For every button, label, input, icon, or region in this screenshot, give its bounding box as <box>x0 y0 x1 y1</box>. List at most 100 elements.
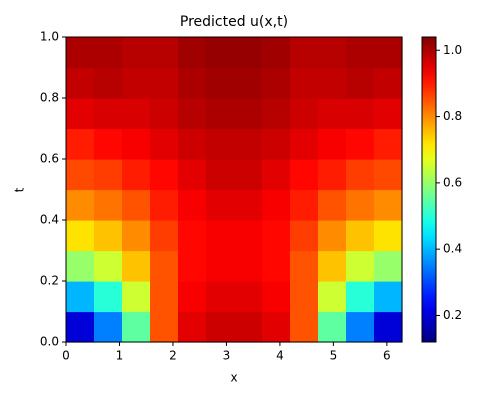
heatmap-cell <box>150 98 179 130</box>
heatmap-cell <box>206 159 235 191</box>
heatmap-cell <box>374 159 403 191</box>
heatmap-cell <box>150 311 179 343</box>
heatmap-cell <box>178 98 207 130</box>
heatmap-cell <box>206 98 235 130</box>
heatmap-cell <box>122 159 151 191</box>
heatmap-cell <box>318 189 347 221</box>
heatmap-cell <box>262 37 291 69</box>
heatmap-cell <box>234 220 263 252</box>
heatmap-cell <box>66 159 95 191</box>
heatmap-cell <box>178 37 207 69</box>
y-tick-label: 0.6 <box>40 152 59 166</box>
heatmap-cell <box>94 311 123 343</box>
x-tick-label: 5 <box>330 349 338 363</box>
heatmap-cell <box>290 98 319 130</box>
heatmap-cell <box>318 250 347 282</box>
y-tick-label: 1.0 <box>40 30 59 44</box>
heatmap-cell <box>178 281 207 313</box>
heatmap-cell <box>346 220 375 252</box>
heatmap-cell <box>318 159 347 191</box>
heatmap-cell <box>66 67 95 99</box>
heatmap-cell <box>94 189 123 221</box>
heatmap-cell <box>178 189 207 221</box>
heatmap-cell <box>374 128 403 160</box>
heatmap-cell <box>94 250 123 282</box>
heatmap-cell <box>150 189 179 221</box>
heatmap-cell <box>290 128 319 160</box>
heatmap-cell <box>150 250 179 282</box>
heatmap-cell <box>66 281 95 313</box>
heatmap-cell <box>346 128 375 160</box>
heatmap-cell <box>234 250 263 282</box>
heatmap-cell <box>206 128 235 160</box>
heatmap-cell <box>122 189 151 221</box>
y-tick-label: 0.8 <box>40 91 59 105</box>
heatmap-cell <box>262 128 291 160</box>
heatmap-cell <box>122 250 151 282</box>
heatmap-cell <box>94 281 123 313</box>
heatmap-cell <box>150 67 179 99</box>
heatmap-cell <box>66 311 95 343</box>
heatmap-cell <box>234 281 263 313</box>
heatmap-cell <box>290 311 319 343</box>
heatmap-cell <box>122 220 151 252</box>
heatmap-cell <box>374 281 403 313</box>
heatmap-cell <box>262 67 291 99</box>
colorbar-tick-label: 0.4 <box>443 242 462 256</box>
heatmap-cell <box>374 250 403 282</box>
heatmap-cell <box>346 37 375 69</box>
heatmap-cell <box>262 98 291 130</box>
heatmap-cell <box>318 37 347 69</box>
heatmap-cell <box>374 37 403 69</box>
heatmap-cell <box>346 189 375 221</box>
heatmap-cell <box>150 281 179 313</box>
heatmap-cell <box>234 98 263 130</box>
heatmap-cell <box>262 159 291 191</box>
x-tick-label: 2 <box>169 349 177 363</box>
heatmap-cell <box>346 250 375 282</box>
heatmap-cell <box>206 189 235 221</box>
y-tick-label: 0.0 <box>40 335 59 349</box>
heatmap-cell <box>206 67 235 99</box>
y-axis-label: t <box>13 187 27 192</box>
heatmap-cell <box>234 159 263 191</box>
x-axis-label: x <box>230 371 237 385</box>
colorbar-tick-label: 0.6 <box>443 175 462 189</box>
heatmap-cell <box>122 37 151 69</box>
heatmap-cell <box>206 311 235 343</box>
heatmap-cell <box>346 98 375 130</box>
heatmap-cell <box>206 220 235 252</box>
heatmap-cell <box>94 159 123 191</box>
y-tick-label: 0.2 <box>40 274 59 288</box>
heatmap-cell <box>262 220 291 252</box>
heatmap-cell <box>178 128 207 160</box>
heatmap-cell <box>206 281 235 313</box>
heatmap-cell <box>206 250 235 282</box>
plot-frame <box>65 36 403 343</box>
heatmap-cell <box>150 37 179 69</box>
heatmap-cell <box>66 189 95 221</box>
heatmap-cell <box>66 128 95 160</box>
y-tick-label: 0.4 <box>40 213 59 227</box>
colorbar-tick-label: 1.0 <box>443 43 462 57</box>
x-tick-label: 3 <box>223 349 231 363</box>
heatmap-cell <box>346 159 375 191</box>
colorbar-tick-label: 0.2 <box>443 308 462 322</box>
chart-title: Predicted u(x,t) <box>180 14 288 30</box>
x-tick-label: 0 <box>62 349 70 363</box>
heatmap-cell <box>178 311 207 343</box>
heatmap-cell <box>150 220 179 252</box>
heatmap-cell <box>374 98 403 130</box>
heatmap-cell <box>94 220 123 252</box>
heatmap-cell <box>66 220 95 252</box>
heatmap-cell <box>290 159 319 191</box>
x-tick-label: 1 <box>116 349 124 363</box>
heatmap-cell <box>150 128 179 160</box>
heatmap-cell <box>234 311 263 343</box>
heatmap-cell <box>94 128 123 160</box>
heatmap-cell <box>66 37 95 69</box>
heatmap-cell <box>122 98 151 130</box>
heatmap-cell <box>150 159 179 191</box>
